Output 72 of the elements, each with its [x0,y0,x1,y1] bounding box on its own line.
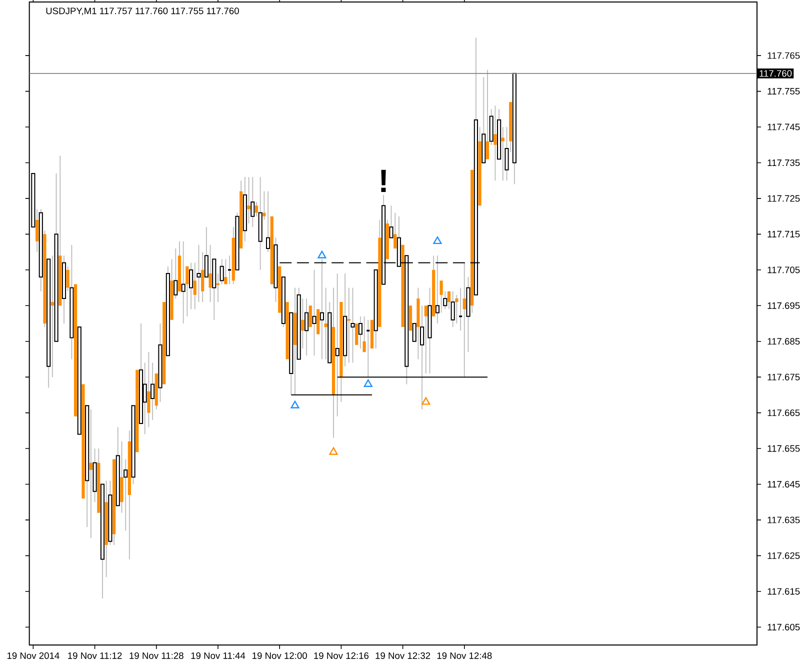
y-tick-label: 117.665 [768,410,800,416]
x-tick-label: 19 Nov 12:32 [376,652,430,659]
candlestick [224,258,228,285]
text: USDJPY,M1 117.757 117.760 117.755 117.760 [46,8,239,16]
y-tick-label: 117.735 [768,159,800,166]
candlestick [455,294,458,324]
point [364,379,372,387]
y-tick-label: 117.645 [768,480,800,488]
y-tick-label: 117.675 [768,374,800,380]
candlestick [350,287,355,364]
candlestick [266,190,270,253]
candlestick [440,280,443,314]
y-tick-label: 117.745 [768,124,800,130]
candlestick [174,248,178,299]
candlestick [394,212,397,249]
x-tick-label: 19 Nov 12:00 [252,652,307,659]
x-tick-label: 19 Nov 12:16 [314,652,369,659]
x-tick-label: 19 Nov 11:44 [191,652,246,659]
candlestick [424,305,428,374]
candlestick [312,269,316,356]
y-tick-label: 117.685 [768,338,800,345]
y-tick-label: 117.625 [768,552,800,559]
candlestick [36,208,39,253]
y-tick-label: 117.615 [768,588,800,595]
candlestick [50,255,54,378]
point [433,236,442,244]
x-tick-label: 19 Nov 2014 [7,652,60,659]
candlestick [389,205,394,238]
candlestick [504,126,509,182]
candlestick [462,262,466,378]
y-tick-label: 117.715 [768,230,800,238]
point [422,397,430,405]
candlestick [301,298,304,349]
x-tick-label: 19 Nov 11:12 [68,652,122,659]
candlestick [450,290,455,328]
y-tick-label: 117.605 [768,624,800,630]
y-tick-label: 117.655 [768,445,800,452]
candlestick [501,126,504,182]
candlestick [208,244,212,303]
x-tick-label: 19 Nov 11:28 [130,652,184,659]
y-tick-label: 117.725 [768,195,800,202]
candlestick [250,176,255,228]
candlestick [247,176,250,224]
point [318,250,326,258]
candlestick [412,322,416,342]
candlestick [458,287,463,332]
y-tick-label: 117.695 [768,302,800,309]
candlestick [346,287,352,364]
annotation: ! [381,170,386,192]
candlestick [355,322,358,346]
candlestick [216,272,220,303]
candlestick [443,290,448,310]
candlestick [447,290,451,310]
point [329,447,338,455]
candlestick [262,190,266,220]
candlestick [201,252,204,303]
y-tick-label: 117.765 [768,52,800,59]
candlestick [254,202,258,217]
candlestick [324,287,328,360]
ref-line-label: 117.760 [760,70,792,77]
y-tick-label: 117.635 [768,516,800,524]
y-tick-label: 117.755 [768,88,800,95]
candlestick [358,316,362,349]
candlestick [227,255,232,285]
y-tick-label: 117.705 [768,266,800,274]
x-tick-label: 19 Nov 12:48 [437,652,492,659]
candlestick [486,69,490,160]
candlestick [304,298,309,356]
candlestick [494,105,497,182]
candlestick [181,240,186,324]
point [290,400,300,408]
candlestick [89,408,92,538]
